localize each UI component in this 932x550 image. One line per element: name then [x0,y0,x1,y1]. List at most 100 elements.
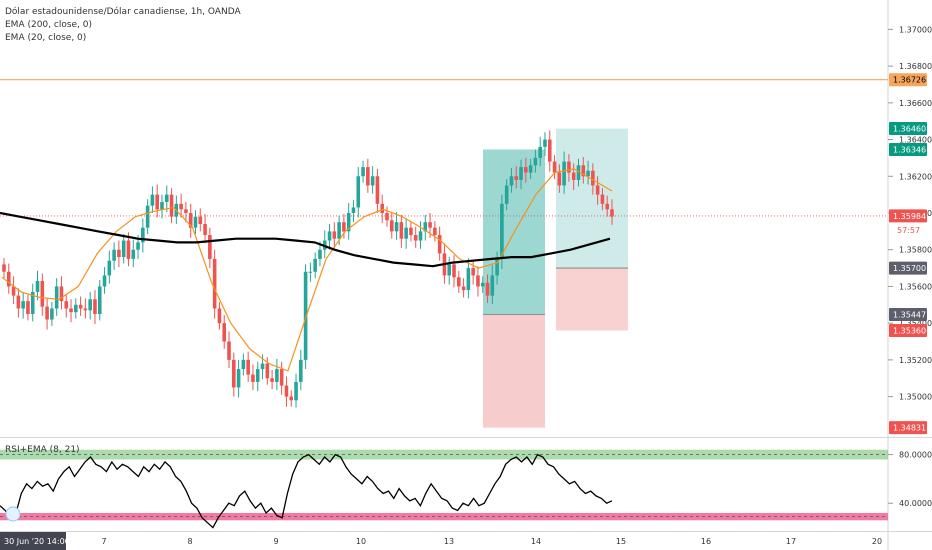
price-tick-label: 1.35600 [899,282,932,291]
candle-body [11,286,16,296]
candle-body [337,222,341,239]
candle-body [471,268,475,276]
price-label-bg [889,261,927,275]
candle-body [308,271,313,273]
time-tick-label: 9 [273,537,278,546]
candle-body [313,258,317,272]
candle-body [93,299,97,314]
candle-body [64,301,69,309]
long-position-2-profit-zone [556,128,628,269]
rsi-tick-label: 80.0000 [899,451,932,460]
price-label-bg [889,209,927,223]
time-tick-label: 7 [101,537,106,546]
candle-body [50,308,54,320]
candle-body [54,286,59,309]
time-tick-label: 20 [872,537,882,546]
candle-body [610,209,614,217]
rsi-legend: RSI+EMA (8, 21) [5,445,80,455]
candle-body [169,194,174,217]
candle-body [141,227,145,243]
price-tick-label: 1.35000 [899,393,932,402]
candle-body [97,286,102,314]
price-label: 1.35447 [893,311,926,320]
price-label-bg [889,308,927,322]
time-cursor-label: 30 Jun '20 14:00 [4,537,70,546]
candle-body [466,268,471,291]
candle-body [581,165,586,177]
candle-body [241,359,246,370]
candle-body [538,146,542,158]
candle-body [255,369,260,382]
price-label-bg [889,122,927,136]
candle-body [380,203,385,213]
candle-body [318,249,322,259]
price-tick-label: 1.36800 [899,62,932,71]
candle-body [514,176,519,180]
price-tick-label: 1.36600 [899,99,932,108]
legend-ema20: EMA (20, close, 0) [5,33,87,43]
candle-body [557,172,562,186]
candle-body [413,235,418,241]
long-position-stop-zone [483,314,545,428]
candle-body [299,359,303,382]
price-label-bg [889,142,927,156]
candle-body [188,212,193,228]
candle-body [428,222,432,228]
candle-body [504,185,509,204]
price-tick-label: 1.35400 [899,319,932,328]
candle-body [490,275,495,296]
candle-body [59,286,64,302]
time-tick-label: 15 [616,537,626,546]
candle-body [198,216,203,225]
candle-body [600,194,605,204]
candle-body [375,176,380,204]
candle-body [131,249,136,259]
price-tick-label: 1.36200 [899,172,932,181]
candle-body [164,194,169,202]
chart-legend: Dólar estadounidense/Dólar canadiense, 1… [5,6,241,45]
candle-body [399,222,404,239]
candle-body [485,282,490,296]
candle-body [528,165,533,173]
time-tick-label: 17 [786,537,796,546]
candle-body [346,212,351,232]
candle-body [461,286,466,291]
candle-body [231,359,236,388]
candle-body [447,264,452,276]
candle-body [102,275,107,287]
candle-body [409,227,413,236]
candle-body [74,304,78,313]
candle-body [457,277,461,287]
candle-body [342,222,346,232]
candle-body [294,381,298,401]
candle-body [418,231,423,241]
price-label: 1.36460 [893,125,926,134]
candle-body [500,203,504,259]
candle-body [21,301,25,309]
price-tick-label: 1.37000 [899,25,932,34]
candle-body [385,212,389,221]
candle-body [2,264,6,272]
candle-body [279,369,284,386]
price-tick-label: 1.35800 [899,246,932,255]
candle-body [543,139,547,147]
candle-body [361,167,365,177]
candle-body [40,280,45,307]
candle-body [246,359,250,375]
candle-body [356,176,361,208]
time-tick-label: 13 [444,537,454,546]
candle-body [586,170,590,177]
long-position-2-stop-zone [556,268,628,331]
candle-body [69,308,73,313]
candle-body [217,308,222,324]
price-label-bg [889,421,927,435]
candle-body [26,301,30,314]
candle-body [284,385,289,397]
price-label-bg [889,324,927,338]
candle-body [533,157,538,166]
candle-body [179,203,183,210]
candle-body [6,271,11,287]
rsi-line [0,453,613,529]
candle-body [265,363,270,379]
